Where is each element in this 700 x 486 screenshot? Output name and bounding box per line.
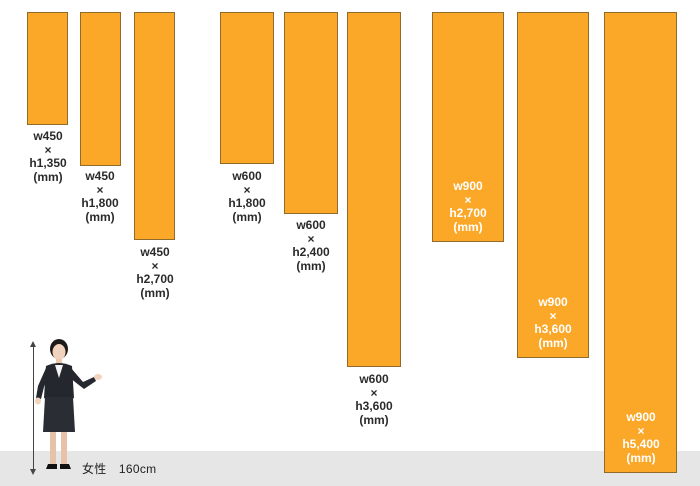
scale-arrow-down-icon <box>30 469 36 475</box>
scale-arrow-up-icon <box>30 341 36 347</box>
banner-w450-h1350 <box>27 12 68 125</box>
label-w900-h5400: w900 × h5,400 (mm) <box>622 410 660 465</box>
banner-w600-h3600 <box>347 12 401 367</box>
label-w450-h1800: w450 × h1,800 (mm) <box>81 169 119 224</box>
woman-figure-icon <box>35 339 102 469</box>
label-w900-h3600: w900 × h3,600 (mm) <box>534 295 572 350</box>
banner-w450-h1800 <box>80 12 121 166</box>
banner-w900-h2700 <box>432 12 504 242</box>
label-w600-h1800: w600 × h1,800 (mm) <box>228 169 266 224</box>
banner-w900-h5400 <box>604 12 677 473</box>
label-w450-h2700: w450 × h2,700 (mm) <box>136 245 174 300</box>
height-scale-line <box>33 345 34 471</box>
banner-w600-h2400 <box>284 12 338 214</box>
banner-w600-h1800 <box>220 12 274 164</box>
label-w600-h2400: w600 × h2,400 (mm) <box>292 218 330 273</box>
banner-w450-h2700 <box>134 12 175 240</box>
reference-caption: 女性 160cm <box>82 462 157 476</box>
label-w450-h1350: w450 × h1,350 (mm) <box>29 129 67 184</box>
floor-band <box>0 451 700 486</box>
label-w900-h2700: w900 × h2,700 (mm) <box>449 179 487 234</box>
label-w600-h3600: w600 × h3,600 (mm) <box>355 372 393 427</box>
banner-w900-h3600 <box>517 12 589 358</box>
